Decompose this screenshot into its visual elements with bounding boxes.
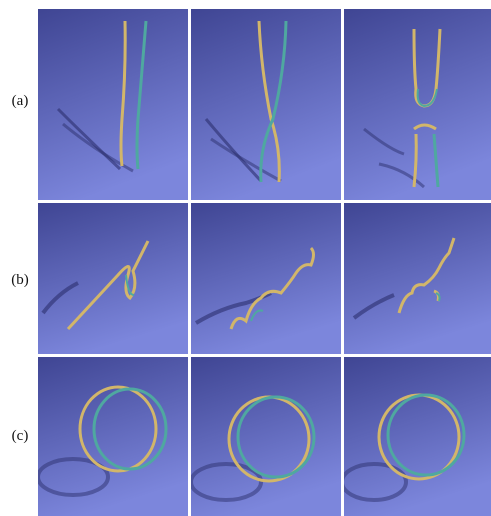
row-label-a: (a) [11, 93, 29, 109]
cell-b2 [191, 203, 341, 354]
image-grid [38, 9, 491, 516]
row-label-b: (b) [11, 272, 29, 288]
cell-a3 [344, 9, 491, 200]
row-label-c: (c) [11, 428, 29, 444]
cell-c2 [191, 357, 341, 516]
cell-c1 [38, 357, 188, 516]
cell-b1 [38, 203, 188, 354]
cell-a2 [191, 9, 341, 200]
cell-b3 [344, 203, 491, 354]
cell-c3 [344, 357, 491, 516]
cell-a1 [38, 9, 188, 200]
